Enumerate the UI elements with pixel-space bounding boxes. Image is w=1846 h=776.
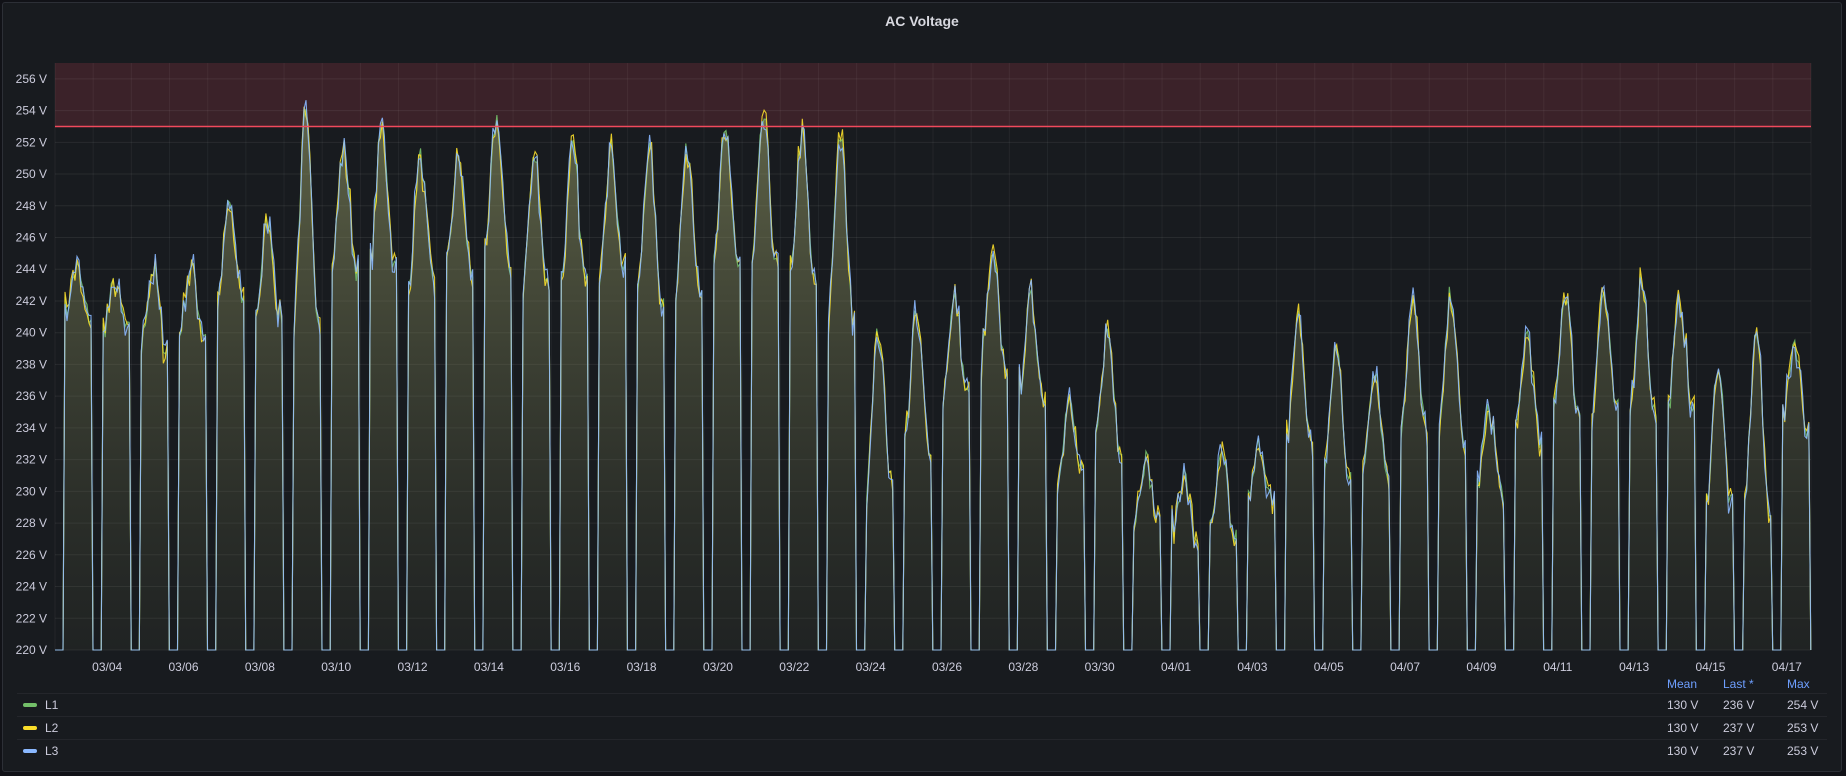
y-tick-label: 256 V <box>16 72 47 86</box>
y-tick-label: 254 V <box>16 104 47 118</box>
legend-mean: 130 V <box>1667 721 1699 735</box>
y-tick-label: 248 V <box>16 199 47 213</box>
y-tick-label: 230 V <box>16 484 47 498</box>
x-tick-label: 04/01 <box>1161 660 1191 673</box>
legend-mean: 130 V <box>1667 744 1699 758</box>
x-tick-label: 03/04 <box>92 660 122 673</box>
legend-max: 253 V <box>1787 744 1819 758</box>
y-tick-label: 252 V <box>16 135 47 149</box>
series-line-l3 <box>55 100 1812 651</box>
legend-header-last[interactable]: Last * <box>1723 677 1754 691</box>
x-tick-label: 04/15 <box>1695 660 1725 673</box>
legend-series-name: L2 <box>45 721 59 735</box>
y-tick-label: 250 V <box>16 167 47 181</box>
x-tick-label: 04/11 <box>1543 660 1572 673</box>
x-tick-label: 03/10 <box>321 660 351 673</box>
y-tick-label: 236 V <box>16 389 47 403</box>
legend-swatch-l1 <box>23 703 37 707</box>
x-tick-label: 03/14 <box>474 660 504 673</box>
legend-row-l1[interactable]: L1 130 V 236 V 254 V <box>17 693 1827 716</box>
legend-header-max[interactable]: Max <box>1787 677 1810 691</box>
y-tick-label: 220 V <box>16 643 47 657</box>
legend-max: 253 V <box>1787 721 1819 735</box>
legend-max: 254 V <box>1787 698 1819 712</box>
y-tick-label: 228 V <box>16 516 47 530</box>
x-tick-label: 03/24 <box>856 660 886 673</box>
x-tick-label: 03/06 <box>169 660 199 673</box>
legend-mean: 130 V <box>1667 698 1699 712</box>
x-tick-label: 03/30 <box>1085 660 1115 673</box>
y-tick-label: 242 V <box>16 294 47 308</box>
y-tick-label: 226 V <box>16 548 47 562</box>
y-tick-label: 224 V <box>16 580 47 594</box>
y-tick-label: 240 V <box>16 326 47 340</box>
legend-last: 236 V <box>1723 698 1755 712</box>
legend-swatch-l2 <box>23 726 37 730</box>
x-tick-label: 04/13 <box>1619 660 1649 673</box>
legend-series-name: L1 <box>45 698 59 712</box>
x-tick-label: 03/16 <box>550 660 580 673</box>
y-tick-label: 234 V <box>16 421 47 435</box>
x-tick-label: 03/12 <box>398 660 428 673</box>
panel-title: AC Voltage <box>885 13 959 29</box>
legend-header-mean[interactable]: Mean <box>1667 677 1698 691</box>
y-tick-label: 222 V <box>16 611 47 625</box>
x-tick-label: 03/22 <box>779 660 809 673</box>
y-tick-label: 246 V <box>16 231 47 245</box>
x-tick-label: 03/26 <box>932 660 962 673</box>
x-tick-label: 03/28 <box>1008 660 1038 673</box>
y-tick-label: 232 V <box>16 453 47 467</box>
x-tick-label: 04/09 <box>1466 660 1496 673</box>
y-tick-label: 238 V <box>16 357 47 371</box>
x-tick-label: 04/05 <box>1314 660 1344 673</box>
legend-swatch-l3 <box>23 749 37 753</box>
legend-last: 237 V <box>1723 721 1755 735</box>
series-area-fill <box>55 108 1811 650</box>
legend-row-l3[interactable]: L3 130 V 237 V 253 V <box>17 739 1827 762</box>
legend-series-name: L3 <box>45 744 59 758</box>
voltage-chart[interactable]: 220 V 222 V 224 V 226 V 228 V 230 V 232 V 234 V… <box>3 3 1843 673</box>
x-tick-label: 03/18 <box>627 660 657 673</box>
threshold-band <box>55 63 1811 127</box>
x-tick-label: 03/20 <box>703 660 733 673</box>
legend-last: 237 V <box>1723 744 1755 758</box>
x-tick-label: 03/08 <box>245 660 275 673</box>
x-tick-label: 04/17 <box>1772 660 1802 673</box>
legend-header: Mean Last * Max <box>1627 677 1827 693</box>
y-tick-label: 244 V <box>16 262 47 276</box>
legend-row-l2[interactable]: L2 130 V 237 V 253 V <box>17 716 1827 739</box>
x-tick-label: 04/03 <box>1237 660 1267 673</box>
x-tick-label: 04/07 <box>1390 660 1420 673</box>
